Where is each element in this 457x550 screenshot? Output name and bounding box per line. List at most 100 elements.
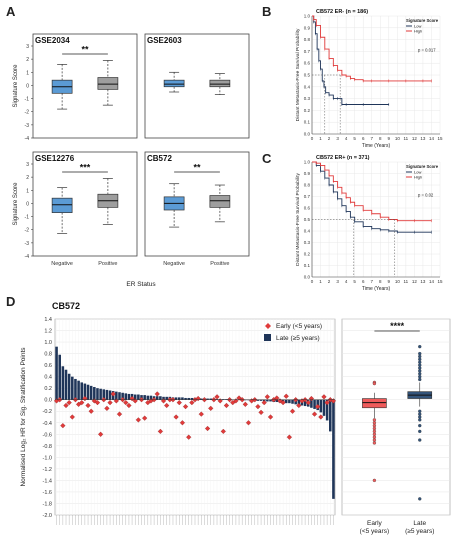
- y-tick-label: 3: [26, 44, 29, 50]
- y-tick-label: 0.6: [304, 61, 311, 66]
- panel-letter-d: D: [6, 294, 16, 309]
- late-bar: [80, 382, 84, 400]
- y-tick-label: 0.2: [304, 252, 311, 257]
- y-tick-label: -1.0: [43, 455, 52, 461]
- x-tick-label: 0: [311, 136, 314, 141]
- x-category-label: Negative: [163, 261, 185, 267]
- y-tick-label: -0.8: [43, 444, 52, 450]
- late-bar: [174, 397, 178, 400]
- late-bar: [64, 369, 68, 400]
- early-point: [176, 399, 182, 406]
- late-bar: [244, 399, 247, 401]
- legend-late-label: Late (≥5 years): [276, 335, 320, 342]
- x-tick-label: 14: [429, 279, 435, 284]
- x-tick-label: 13: [420, 136, 426, 141]
- y-tick-label: 2: [26, 57, 29, 63]
- late-bar: [291, 399, 294, 404]
- late-bar: [61, 366, 65, 400]
- panel-b-survival-er-neg: 0 1 2 3 4 5 6 7 8 9 10 11 12 13 14 150.00.10.20.30.40.5…: [295, 9, 443, 149]
- y-tick-label: 0.5: [304, 217, 311, 222]
- legend-label: Low: [414, 170, 421, 175]
- early-point: [324, 399, 330, 406]
- significance-stars: **: [81, 45, 89, 55]
- panel-letter-a: A: [6, 4, 16, 19]
- early-point: [308, 395, 315, 402]
- late-bar: [259, 399, 263, 401]
- early-point: [321, 394, 327, 400]
- y-tick-label: 0.8: [304, 183, 311, 188]
- early-point: [280, 399, 286, 406]
- legend-early-marker: [265, 323, 271, 329]
- y-tick-label: 0.7: [304, 194, 311, 199]
- outlier-point: [418, 497, 422, 501]
- x-tick-label: 6: [362, 136, 365, 141]
- late-bar: [124, 393, 128, 400]
- outlier-point: [418, 357, 422, 362]
- late-bar: [77, 380, 80, 400]
- x-tick-label: 15: [437, 279, 443, 284]
- subplot-title: CB572: [147, 154, 172, 163]
- x-tick-label: 11: [404, 279, 409, 284]
- late-bar: [137, 394, 140, 400]
- late-bar: [165, 396, 168, 400]
- late-bar: [121, 392, 124, 400]
- significance-stars: ***: [80, 163, 91, 173]
- x-tick-label: 1: [319, 279, 322, 284]
- x-tick-label: 11: [404, 136, 409, 141]
- early-point: [189, 399, 195, 406]
- outlier-point: [372, 423, 377, 428]
- x-category-label: Negative: [51, 261, 73, 267]
- y-tick-label: 3: [26, 162, 29, 168]
- boxplot-frame: [32, 33, 138, 139]
- late-bar: [332, 399, 335, 499]
- x-category-label: Positive: [210, 261, 229, 267]
- outlier-point: [418, 415, 422, 419]
- y-tick-label: 1: [26, 70, 29, 76]
- subplot-title: GSE2034: [35, 36, 70, 45]
- x-tick-label: 4: [345, 136, 348, 141]
- x-category-label: Positive: [98, 261, 117, 267]
- survival-curve-low: [312, 15, 389, 105]
- y-tick-label: -2: [25, 228, 30, 234]
- y-tick-label: 0.0: [304, 275, 311, 280]
- outlier-point: [418, 351, 422, 356]
- y-tick-label: 1.0: [304, 14, 311, 19]
- late-bar: [303, 399, 307, 407]
- early-point: [264, 394, 270, 400]
- outlier-point: [418, 377, 422, 382]
- early-point: [305, 399, 311, 406]
- y-tick-label: -1.2: [43, 467, 52, 473]
- early-point: [79, 399, 85, 406]
- legend-title: Signature Score: [406, 18, 439, 23]
- early-point: [63, 402, 69, 409]
- x-axis-label: Time (Years): [362, 143, 391, 149]
- outlier-point: [418, 360, 422, 364]
- early-point: [173, 414, 179, 420]
- x-category-label: Late: [413, 520, 426, 527]
- y-tick-label: 0.6: [304, 206, 311, 211]
- y-tick-label: 0.4: [44, 375, 52, 381]
- panel-letter-c: C: [262, 151, 272, 166]
- x-tick-label: 2: [328, 136, 331, 141]
- early-point: [204, 425, 211, 432]
- outlier-point: [418, 345, 422, 349]
- early-point: [154, 391, 160, 397]
- y-tick-label: 0.4: [304, 84, 311, 89]
- x-tick-label: 3: [336, 136, 339, 141]
- x-tick-label: 12: [412, 279, 418, 284]
- late-bar: [149, 395, 153, 400]
- boxplot-frame: [144, 151, 250, 257]
- early-point: [142, 415, 148, 421]
- late-bar: [105, 389, 109, 400]
- early-point: [261, 399, 267, 406]
- panel-a-boxplots: GSE2034 -4 -3 -2 -1 0 1 2 3 Signature Score ** GSE2…: [13, 33, 250, 288]
- x-tick-label: 7: [370, 136, 373, 141]
- chart-title: CB572 ER- (n = 186): [316, 9, 368, 15]
- early-point: [274, 395, 280, 401]
- late-bar: [187, 397, 190, 400]
- boxplot-frame: [144, 33, 250, 139]
- box-negative: [163, 79, 185, 88]
- outlier-point: [372, 421, 377, 425]
- late-bar: [247, 399, 250, 401]
